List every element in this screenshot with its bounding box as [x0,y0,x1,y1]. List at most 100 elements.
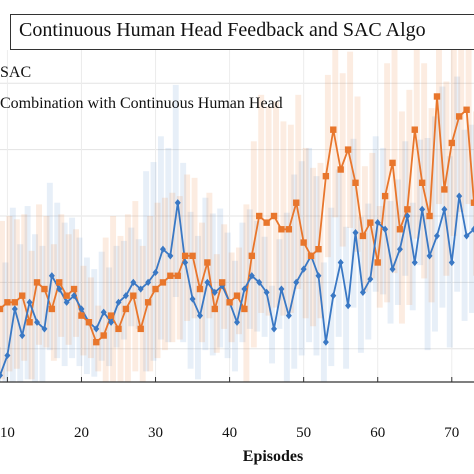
variance-band-combination [102,237,109,382]
variance-band-combination [169,192,176,343]
data-point-combination [263,219,270,226]
data-point-sac [115,298,122,306]
data-point-combination [152,285,159,293]
variance-band-sac [276,239,283,329]
data-point-sac [300,265,307,273]
variance-band-combination [110,216,117,382]
variance-band-combination [176,196,183,340]
variance-band-sac [91,269,98,377]
data-point-combination [256,212,263,220]
x-axis-label: Episodes [242,448,304,465]
data-point-sac [34,318,41,326]
data-point-combination [300,239,307,246]
variance-band-sac [76,237,83,367]
data-point-sac [219,282,226,290]
data-point-sac [63,298,70,306]
data-point-sac [278,285,285,293]
data-point-combination [107,312,115,319]
data-point-combination [315,246,322,253]
data-point-sac [174,199,181,207]
data-point-combination [19,292,26,299]
data-point-combination [137,325,144,333]
variance-band-sac [150,162,157,361]
variance-band-combination [265,106,272,316]
data-point-combination [204,259,211,266]
variance-band-combination [428,108,435,303]
x-tick-marks [6,377,453,382]
variance-band-sac [298,161,305,356]
data-point-sac [4,351,11,360]
variance-band-sac [409,202,416,311]
data-point-sac [11,305,18,313]
data-point-combination [226,299,233,306]
data-point-combination [115,325,122,333]
variance-band-combination [273,101,279,308]
variance-band-sac [365,203,372,340]
data-point-combination [270,212,278,220]
variance-band-combination [36,204,42,345]
x-tick-label: 30 [148,425,164,441]
data-point-sac [367,275,374,283]
data-point-sac [71,292,78,300]
variance-band-sac [313,176,320,356]
data-point-sac [396,245,403,253]
data-point-combination [381,192,389,200]
data-point-sac [271,325,278,333]
data-point-combination [344,146,352,153]
variance-band-combination [228,252,235,343]
grid-lines [0,50,474,382]
data-point-combination [293,199,300,206]
variance-band-sac [269,285,275,364]
data-point-combination [411,126,418,133]
data-point-sac [48,272,55,280]
variance-band-combination [87,277,94,359]
data-point-sac [241,285,248,293]
variance-band-combination [65,234,72,345]
variance-band-sac [283,212,290,382]
variance-band-combination [302,147,309,319]
data-point-sac [411,258,418,267]
variance-band-combination [73,229,80,337]
variance-band-sac [306,147,313,343]
data-point-combination [396,226,404,233]
variance-band-sac [2,262,9,382]
variance-band-combination [258,94,265,313]
variance-band-sac [24,206,31,380]
data-point-sac [256,278,263,286]
data-point-combination [4,299,11,306]
x-tick-label: 50 [296,425,312,441]
variance-band-combination [236,247,242,335]
variance-band-combination [280,121,287,316]
data-point-sac [234,318,240,326]
data-point-sac [315,272,322,280]
data-point-combination [181,252,189,260]
data-point-sac [433,232,440,240]
variance-band-combination [332,50,339,218]
data-point-combination [352,179,359,186]
variance-band-combination [317,162,324,319]
data-point-combination [455,113,463,120]
data-point-sac [448,258,455,267]
data-point-combination [85,319,93,326]
data-point-sac [374,219,381,227]
variance-band-sac [328,207,335,367]
variance-band-sac [120,240,127,340]
data-point-combination [11,299,19,306]
variance-band-combination [310,167,317,327]
variance-band-combination [206,192,213,319]
variance-band-combination [95,305,102,372]
variance-band-combination [347,51,354,228]
data-point-sac [389,265,396,273]
series-markers [0,93,474,379]
data-point-sac [26,298,33,306]
variance-band-combination [361,166,368,292]
data-point-combination [448,139,455,147]
legend-entry-combination: Combination with Continuous Human Head [0,95,283,112]
variance-band-combination [221,224,228,329]
variance-band-sac [98,251,105,361]
variance-band-sac [394,179,401,305]
data-point-sac [419,205,426,213]
data-point-combination [389,159,396,167]
data-point-sac [130,278,137,286]
